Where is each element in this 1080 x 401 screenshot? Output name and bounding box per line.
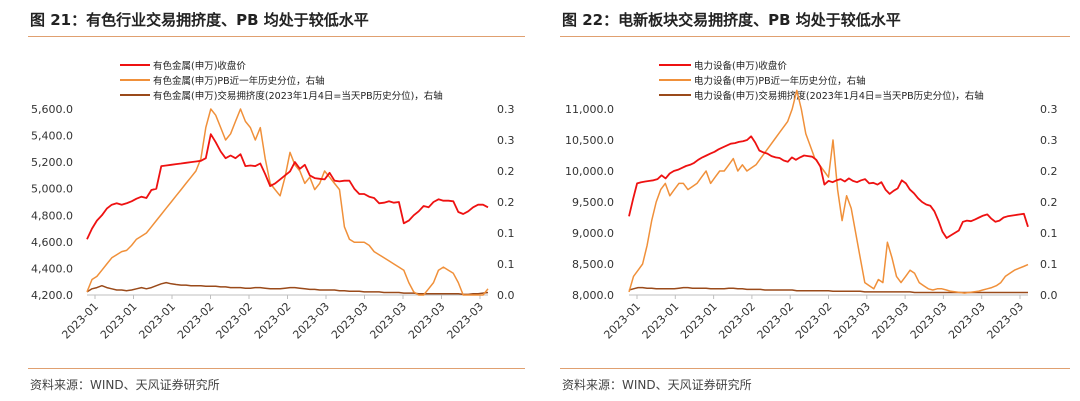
- y-left-tick-label: 5,200.0: [31, 156, 73, 169]
- title-divider: [28, 36, 525, 37]
- y-left-tick-label: 5,400.0: [31, 130, 73, 143]
- y-left-tick-label: 5,600.0: [31, 103, 73, 116]
- x-tick-label: 2023-03: [444, 300, 486, 342]
- series-line-close-price: [628, 135, 1029, 239]
- legend-label: 有色金属(申万)交易拥挤度(2023年1月4日=当天PB历史分位)，右轴: [153, 90, 443, 102]
- legend-label: 有色金属(申万)PB近一年历史分位，右轴: [153, 75, 325, 87]
- y-left-tick-label: 10,500.0: [565, 134, 614, 147]
- title-divider: [560, 36, 1070, 37]
- x-tick-label: 2023-01: [98, 300, 140, 342]
- y-left-tick-label: 5,000.0: [31, 183, 73, 196]
- y-left-tick-label: 4,400.0: [31, 262, 73, 275]
- y-right-tick-label: 0.1: [1040, 227, 1058, 240]
- x-tick-label: 2023-03: [908, 300, 950, 342]
- y-right-tick-label: 0.3: [1040, 134, 1058, 147]
- chart-right: 电力设备(申万)收盘价电力设备(申万)PB近一年历史分位，右轴电力设备(申万)交…: [565, 60, 1058, 342]
- y-left-tick-label: 4,600.0: [31, 236, 73, 249]
- y-right-tick-label: 0.0: [497, 289, 515, 302]
- legend-label: 电力设备(申万)收盘价: [694, 60, 787, 72]
- x-tick-label: 2023-03: [984, 300, 1026, 342]
- y-left-tick-label: 8,500.0: [572, 258, 614, 271]
- x-tick-label: 2023-02: [252, 300, 294, 342]
- chart-left: 有色金属(申万)收盘价有色金属(申万)PB近一年历史分位，右轴有色金属(申万)交…: [31, 60, 515, 342]
- series-line-pb-percentile: [628, 89, 1029, 294]
- x-tick-label: 2023-03: [290, 300, 332, 342]
- source-divider: [28, 368, 525, 369]
- x-tick-label: 2023-01: [59, 300, 101, 342]
- y-right-tick-label: 0.2: [1040, 165, 1058, 178]
- x-tick-label: 2023-01: [601, 300, 643, 342]
- legend-label: 电力设备(申万)PB近一年历史分位，右轴: [694, 75, 866, 87]
- y-right-tick-label: 0.1: [497, 258, 515, 271]
- legend-label: 电力设备(申万)交易拥挤度(2023年1月4日=当天PB历史分位)，右轴: [694, 90, 984, 102]
- y-right-tick-label: 0.3: [497, 103, 515, 116]
- x-tick-label: 2023-03: [870, 300, 912, 342]
- chart-panel-left: 图 21：有色行业交易拥挤度、PB 均处于较低水平 有色金属(申万)收盘价 有色金…: [28, 11, 525, 392]
- x-tick-label: 2023-03: [406, 300, 448, 342]
- y-left-tick-label: 4,800.0: [31, 209, 73, 222]
- y-right-tick-label: 0.1: [1040, 258, 1058, 271]
- y-right-tick-label: 0.3: [1040, 103, 1058, 116]
- x-tick-label: 2023-02: [175, 300, 217, 342]
- x-tick-label: 2023-02: [793, 300, 835, 342]
- y-left-tick-label: 4,200.0: [31, 289, 73, 302]
- x-tick-label: 2023-01: [640, 300, 682, 342]
- series-line-crowding: [628, 286, 1028, 294]
- series-line-close-price: [86, 133, 489, 240]
- x-tick-label: 2023-03: [329, 300, 371, 342]
- x-tick-label: 2023-02: [755, 300, 797, 342]
- y-left-tick-label: 8,000.0: [572, 289, 614, 302]
- y-left-tick-label: 10,000.0: [565, 165, 614, 178]
- y-right-tick-label: 0.3: [497, 134, 515, 147]
- x-tick-label: 2023-03: [831, 300, 873, 342]
- source-note: 资料来源：WIND、天风证券研究所: [30, 378, 220, 392]
- x-tick-label: 2023-03: [946, 300, 988, 342]
- source-divider: [560, 368, 1070, 369]
- x-tick-label: 2023-03: [367, 300, 409, 342]
- legend-label: 有色金属(申万)收盘价: [153, 60, 246, 72]
- y-left-tick-label: 9,500.0: [572, 196, 614, 209]
- y-right-tick-label: 0.2: [497, 196, 515, 209]
- x-tick-label: 2023-02: [213, 300, 255, 342]
- figure-title: 图 22：电新板块交易拥挤度、PB 均处于较低水平: [562, 11, 901, 29]
- y-right-tick-label: 0.0: [1040, 289, 1058, 302]
- x-tick-label: 2023-01: [136, 300, 178, 342]
- y-left-tick-label: 11,000.0: [565, 103, 614, 116]
- y-left-tick-label: 9,000.0: [572, 227, 614, 240]
- x-tick-label: 2023-02: [716, 300, 758, 342]
- series-line-pb-percentile: [86, 108, 489, 296]
- y-right-tick-label: 0.2: [1040, 196, 1058, 209]
- source-note: 资料来源：WIND、天风证券研究所: [562, 378, 752, 392]
- x-tick-label: 2023-01: [678, 300, 720, 342]
- y-right-tick-label: 0.1: [497, 227, 515, 240]
- y-right-tick-label: 0.2: [497, 165, 515, 178]
- figure-title: 图 21：有色行业交易拥挤度、PB 均处于较低水平: [30, 11, 369, 29]
- chart-panel-right: 图 22：电新板块交易拥挤度、PB 均处于较低水平 电力设备(申万)收盘价 电力设…: [550, 0, 1080, 401]
- series-line-crowding: [86, 281, 489, 296]
